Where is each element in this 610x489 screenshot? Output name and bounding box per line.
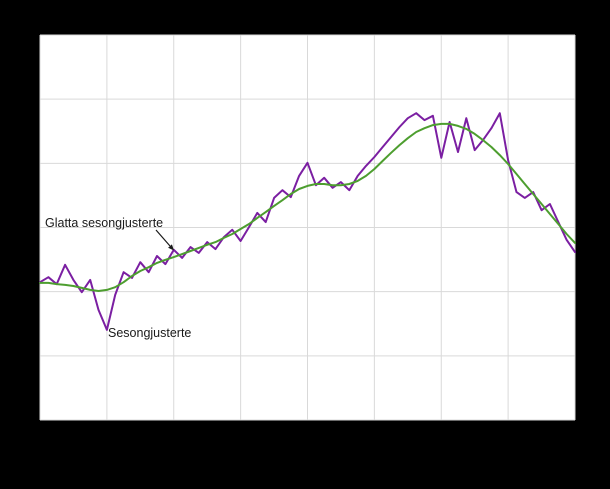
series-line-seasonal bbox=[39, 112, 576, 331]
series-lines bbox=[39, 112, 576, 331]
series-line-smoothed bbox=[39, 122, 576, 292]
gridlines bbox=[39, 34, 576, 421]
annotation-seasonal-label: Sesongjusterte bbox=[108, 326, 191, 340]
annotation-arrow-head bbox=[168, 244, 174, 251]
annotation-smoothed-label: Glatta sesongjusterte bbox=[45, 216, 163, 230]
annotation-arrow-line bbox=[155, 229, 171, 247]
